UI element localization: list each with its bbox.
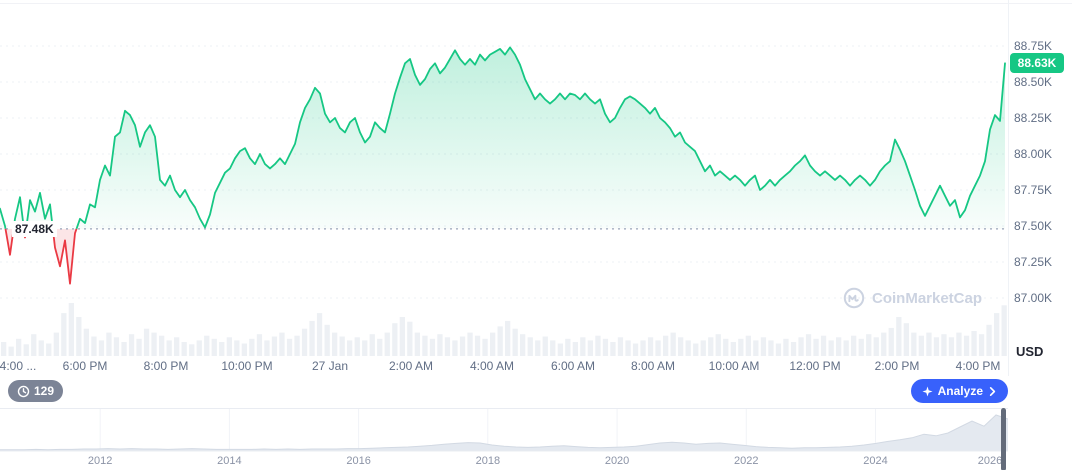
history-count-badge[interactable]: 129 <box>8 380 64 402</box>
time-tick-label: 10:00 PM <box>221 359 273 373</box>
chart-toolbar: 129 Analyze <box>0 377 1008 407</box>
time-tick-label: 2:00 PM <box>874 359 920 373</box>
top-divider <box>0 3 1072 4</box>
history-navigator[interactable]: 2012 2014 2016 2018 2020 2022 2024 2026 <box>0 408 1009 470</box>
time-tick-label: 8:00 AM <box>630 359 676 373</box>
open-price-label: 87.48K <box>12 221 57 237</box>
time-tick-label: 6:00 AM <box>550 359 596 373</box>
chevron-right-icon <box>989 386 996 396</box>
currency-usd-label: USD <box>1016 344 1044 359</box>
year-label: 2020 <box>604 455 630 467</box>
year-label: 2018 <box>475 455 501 467</box>
year-label: 2022 <box>734 455 759 467</box>
price-tick-label: 87.50K <box>1014 219 1053 233</box>
year-label: 2014 <box>217 455 242 467</box>
time-tick-label: 4:00 AM <box>469 359 515 373</box>
time-axis: 4:00 ... 6:00 PM 8:00 PM 10:00 PM 27 Jan 2:00… <box>0 359 1008 377</box>
navigator-year-axis: 2012 2014 2016 2018 2020 2022 2024 2026 <box>0 455 1008 469</box>
analyze-button[interactable]: Analyze <box>910 379 1008 403</box>
history-count: 129 <box>34 384 55 398</box>
time-tick-label: 27 Jan <box>311 359 349 373</box>
time-tick-label: 8:00 PM <box>143 359 189 373</box>
price-tick-label: 88.75K <box>1014 39 1053 53</box>
coinmarketcap-watermark: CoinMarketCap <box>843 287 982 309</box>
history-clock-icon <box>17 385 30 397</box>
time-tick-label: 6:00 PM <box>62 359 108 373</box>
year-label: 2024 <box>863 455 888 467</box>
price-tick-label: 88.25K <box>1014 111 1053 125</box>
price-tick-label: 87.00K <box>1014 291 1053 305</box>
time-tick-label: 12:00 PM <box>789 359 841 373</box>
year-label: 2026 <box>977 455 1003 467</box>
price-tick-label: 87.25K <box>1014 255 1053 269</box>
price-tick-label: 88.50K <box>1014 75 1053 89</box>
sparkle-icon <box>922 385 933 397</box>
navigator-chart <box>0 409 1009 453</box>
coinmarketcap-logo-icon <box>843 287 865 309</box>
watermark-text: CoinMarketCap <box>872 289 983 307</box>
navigator-handle[interactable] <box>1001 408 1006 470</box>
time-tick-label: 2:00 AM <box>388 359 434 373</box>
price-tick-label: 87.75K <box>1014 183 1053 197</box>
time-tick-label: 4:00 ... <box>0 359 37 373</box>
time-tick-label: 10:00 AM <box>708 359 760 373</box>
price-axis: 88.63K 88.75K 88.50K 88.25K 88.00K 87.75K 87.… <box>1008 0 1072 356</box>
time-tick-label: 4:00 PM <box>955 359 1001 373</box>
current-price-badge: 88.63K <box>1010 53 1064 73</box>
price-tick-label: 88.00K <box>1014 147 1053 161</box>
year-label: 2016 <box>346 455 371 467</box>
axis-separator <box>1008 0 1009 376</box>
analyze-label: Analyze <box>937 384 983 398</box>
price-chart-canvas[interactable] <box>0 0 1008 356</box>
year-label: 2012 <box>87 455 113 467</box>
